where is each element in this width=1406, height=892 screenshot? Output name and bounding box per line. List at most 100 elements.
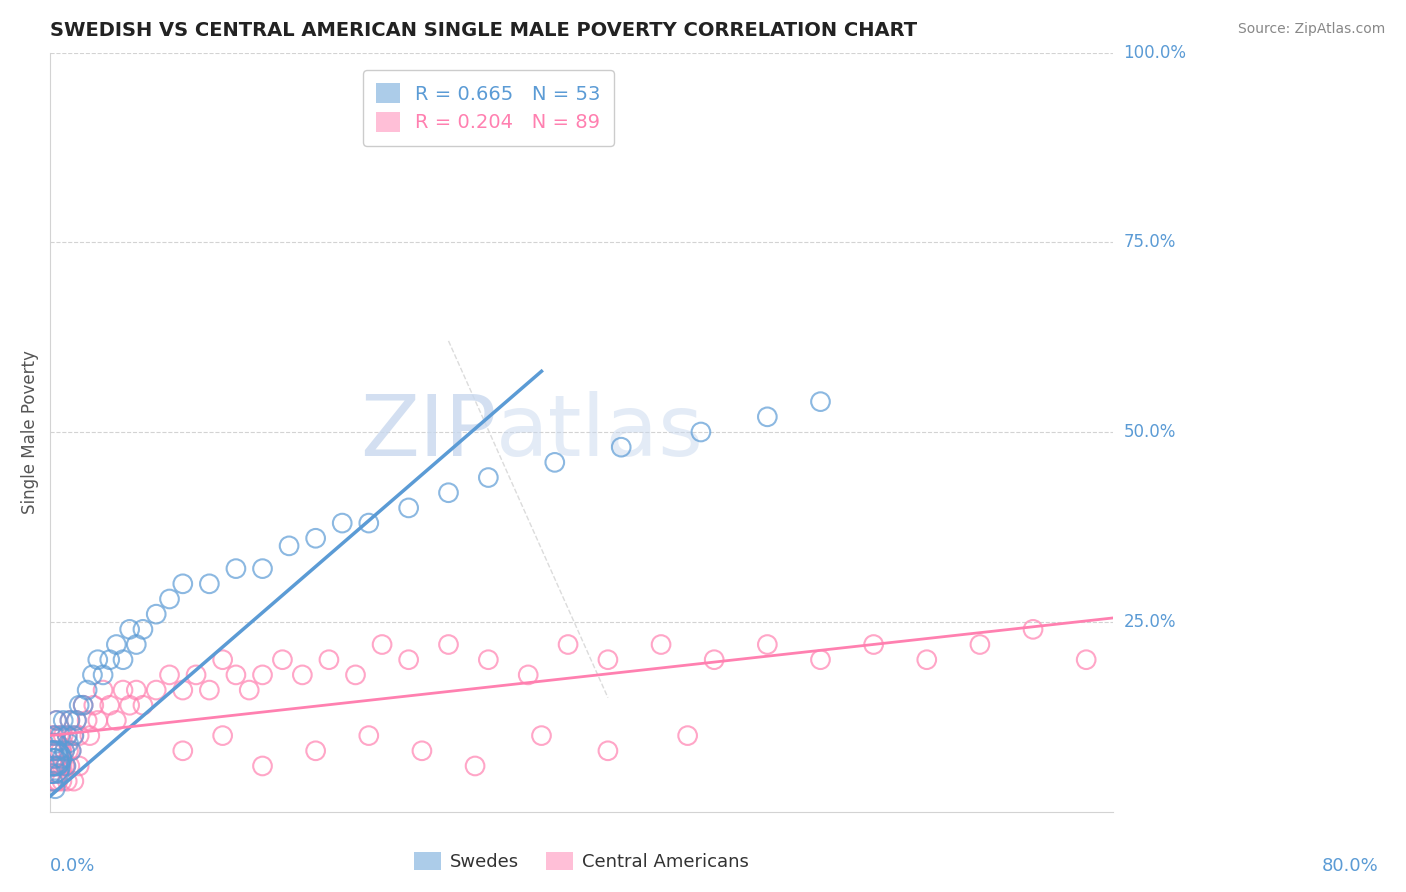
Point xyxy=(344,668,367,682)
Point xyxy=(56,729,79,743)
Point xyxy=(67,729,90,743)
Point xyxy=(72,698,94,713)
Point xyxy=(53,759,76,773)
Point xyxy=(198,576,221,591)
Point xyxy=(41,744,63,758)
Point xyxy=(172,576,194,591)
Point xyxy=(125,683,148,698)
Point xyxy=(145,683,167,698)
Point xyxy=(464,759,486,773)
Point xyxy=(98,698,121,713)
Point xyxy=(41,774,63,789)
Point xyxy=(756,638,779,652)
Point xyxy=(45,736,67,750)
Point xyxy=(105,638,128,652)
Text: 0.0%: 0.0% xyxy=(51,857,96,875)
Text: 75.0%: 75.0% xyxy=(1123,233,1175,252)
Point xyxy=(118,623,141,637)
Point xyxy=(111,653,134,667)
Text: Source: ZipAtlas.com: Source: ZipAtlas.com xyxy=(1237,22,1385,37)
Point xyxy=(304,531,326,545)
Point xyxy=(969,638,991,652)
Point xyxy=(610,440,633,454)
Point xyxy=(48,766,70,780)
Point xyxy=(411,744,433,758)
Text: atlas: atlas xyxy=(496,391,704,474)
Point xyxy=(42,751,65,765)
Point xyxy=(437,638,460,652)
Point xyxy=(41,729,63,743)
Point xyxy=(39,744,62,758)
Point xyxy=(76,714,98,728)
Text: SWEDISH VS CENTRAL AMERICAN SINGLE MALE POVERTY CORRELATION CHART: SWEDISH VS CENTRAL AMERICAN SINGLE MALE … xyxy=(51,21,917,40)
Point xyxy=(118,698,141,713)
Point xyxy=(39,751,62,765)
Point xyxy=(51,774,73,789)
Point xyxy=(48,759,70,773)
Point xyxy=(83,698,105,713)
Legend: Swedes, Central Americans: Swedes, Central Americans xyxy=(406,845,756,879)
Point xyxy=(51,759,73,773)
Text: 100.0%: 100.0% xyxy=(1123,44,1187,62)
Point xyxy=(159,668,181,682)
Point xyxy=(225,561,247,575)
Point xyxy=(46,759,69,773)
Point xyxy=(53,744,76,758)
Point xyxy=(65,714,87,728)
Point xyxy=(91,668,114,682)
Point xyxy=(159,592,181,607)
Point xyxy=(39,766,62,780)
Point xyxy=(596,744,619,758)
Point xyxy=(398,653,420,667)
Point xyxy=(544,455,567,469)
Text: ZIP: ZIP xyxy=(360,391,496,474)
Point xyxy=(59,714,82,728)
Point xyxy=(238,683,260,698)
Point xyxy=(63,729,86,743)
Point xyxy=(198,683,221,698)
Point xyxy=(41,774,63,789)
Point xyxy=(252,561,274,575)
Point xyxy=(252,668,274,682)
Point xyxy=(1022,623,1045,637)
Point xyxy=(703,653,725,667)
Point xyxy=(517,668,540,682)
Point xyxy=(690,425,713,439)
Point xyxy=(211,653,233,667)
Point xyxy=(915,653,938,667)
Point xyxy=(437,485,460,500)
Point xyxy=(211,729,233,743)
Point xyxy=(357,729,380,743)
Point xyxy=(862,638,884,652)
Point xyxy=(318,653,340,667)
Point xyxy=(172,683,194,698)
Point xyxy=(184,668,207,682)
Point xyxy=(45,766,67,780)
Point xyxy=(252,759,274,773)
Point xyxy=(41,759,63,773)
Point xyxy=(810,653,832,667)
Point xyxy=(59,759,82,773)
Text: 25.0%: 25.0% xyxy=(1123,613,1175,631)
Point xyxy=(49,729,72,743)
Text: 80.0%: 80.0% xyxy=(1322,857,1378,875)
Point xyxy=(63,729,86,743)
Y-axis label: Single Male Poverty: Single Male Poverty xyxy=(21,350,39,514)
Point xyxy=(111,683,134,698)
Point xyxy=(42,729,65,743)
Point xyxy=(291,668,314,682)
Point xyxy=(145,607,167,622)
Point xyxy=(63,774,86,789)
Point xyxy=(58,736,80,750)
Point xyxy=(56,774,79,789)
Point xyxy=(45,714,67,728)
Point xyxy=(650,638,672,652)
Point xyxy=(67,698,90,713)
Point xyxy=(41,751,63,765)
Point xyxy=(67,759,90,773)
Point xyxy=(398,500,420,515)
Point xyxy=(72,698,94,713)
Point xyxy=(87,714,110,728)
Point xyxy=(125,638,148,652)
Point xyxy=(39,766,62,780)
